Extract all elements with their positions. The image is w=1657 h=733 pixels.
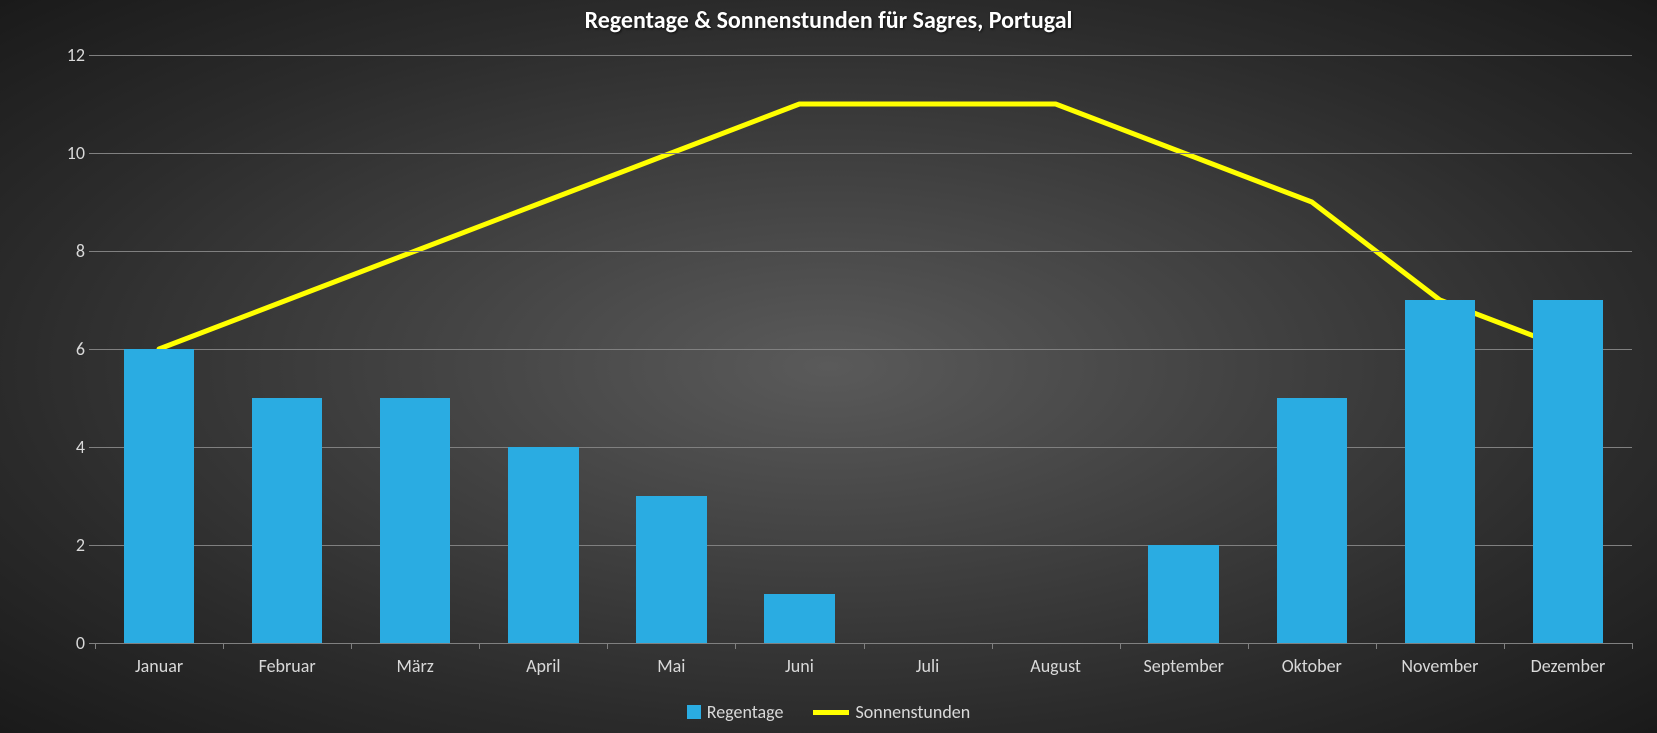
bar [124,349,194,643]
legend-item-line: Sonnenstunden [813,701,970,723]
bar [380,398,450,643]
x-tick-label: Dezember [1531,655,1606,677]
gridline [95,153,1632,154]
y-tick-label: 2 [45,534,85,556]
gridline [95,545,1632,546]
y-tickmark [89,349,95,350]
plot-area: 024681012JanuarFebruarMärzAprilMaiJuniJu… [95,55,1632,643]
legend-swatch-bar [687,705,701,719]
y-tickmark [89,153,95,154]
x-tickmark [223,643,224,649]
x-tickmark [95,643,96,649]
x-tick-label: März [397,655,434,677]
bar [252,398,322,643]
x-tick-label: Februar [259,655,316,677]
x-tickmark [1248,643,1249,649]
x-tickmark [1632,643,1633,649]
x-tick-label: November [1401,655,1478,677]
y-tickmark [89,55,95,56]
chart-container: Regentage & Sonnenstunden für Sagres, Po… [0,0,1657,733]
gridline [95,349,1632,350]
x-tick-label: Juni [785,655,814,677]
x-tick-label: Juli [916,655,939,677]
gridline [95,55,1632,56]
y-tick-label: 10 [45,142,85,164]
y-tick-label: 6 [45,338,85,360]
chart-title: Regentage & Sonnenstunden für Sagres, Po… [0,6,1657,35]
y-tickmark [89,545,95,546]
gridline [95,447,1632,448]
y-tickmark [89,251,95,252]
x-tickmark [735,643,736,649]
line-path [159,104,1568,349]
x-tick-label: Mai [657,655,685,677]
y-tick-label: 8 [45,240,85,262]
y-tick-label: 0 [45,632,85,654]
x-tick-label: August [1030,655,1081,677]
bar [1277,398,1347,643]
x-tickmark [1504,643,1505,649]
x-tickmark [479,643,480,649]
x-tick-label: September [1143,655,1223,677]
legend-label-line: Sonnenstunden [855,701,970,723]
bar [1148,545,1218,643]
bar [508,447,578,643]
legend-label-bars: Regentage [707,701,784,723]
bar [764,594,834,643]
x-tickmark [351,643,352,649]
legend: Regentage Sonnenstunden [0,701,1657,723]
x-tickmark [864,643,865,649]
bar [1533,300,1603,643]
x-tickmark [992,643,993,649]
bar [1405,300,1475,643]
x-tickmark [607,643,608,649]
y-tick-label: 12 [45,44,85,66]
bar [636,496,706,643]
x-tickmark [1376,643,1377,649]
y-tickmark [89,447,95,448]
x-tickmark [1120,643,1121,649]
legend-swatch-line [813,710,849,715]
x-tick-label: Januar [135,655,183,677]
legend-item-bars: Regentage [687,701,784,723]
gridline [95,251,1632,252]
x-tick-label: Oktober [1282,655,1342,677]
y-tick-label: 4 [45,436,85,458]
x-tick-label: April [526,655,560,677]
